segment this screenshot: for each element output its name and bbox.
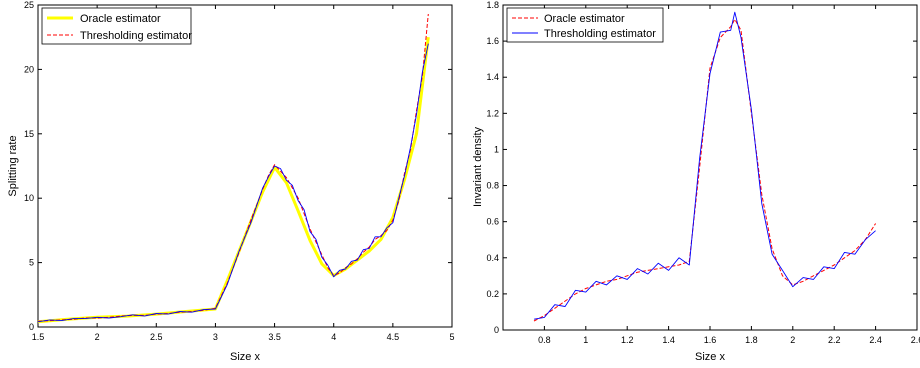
y-tick-label: 0 (29, 322, 34, 332)
y-tick-label: 15 (24, 129, 34, 139)
legend: Oracle estimator Thresholding estimator (506, 7, 664, 43)
plot-frame (502, 4, 918, 331)
legend-box (506, 7, 664, 43)
x-axis-ticks: 1.5 2 2.5 3 3.5 4 4.5 5 (32, 5, 455, 342)
x-tick-label: 2.4 (869, 335, 882, 345)
series-line-oracle-estimator (37, 37, 430, 324)
series-line-oracle-estimator (533, 18, 877, 322)
y-tick-label: 0.6 (486, 217, 499, 227)
y-axis-label: Invariant density (472, 126, 484, 207)
x-axis-label: Size x (230, 351, 260, 363)
x-tick-label: 1.8 (745, 335, 758, 345)
x-tick-label: 5 (449, 332, 454, 342)
invariant-density-chart: 0.8 1 1.2 1.4 1.6 1.8 2 2.2 2.4 2.6 0 0.2 0.4 0.6 0.8… (472, 0, 920, 363)
x-tick-label: 3.5 (268, 332, 281, 342)
splitting-rate-chart: 1.5 2 2.5 3 3.5 4 4.5 5 0 5 10 15 20 25 Size x Split… (7, 0, 455, 363)
x-tick-label: 2.2 (828, 335, 841, 345)
x-tick-label: 0.8 (538, 335, 551, 345)
series-group (37, 13, 430, 324)
series-line-thresholding-estimator (533, 11, 876, 320)
legend-label-thresholding: Thresholding estimator (80, 30, 192, 42)
y-tick-label: 20 (24, 64, 34, 74)
y-tick-label: 0.4 (486, 253, 499, 263)
y-tick-label: 0 (494, 325, 499, 335)
y-tick-label: 0.8 (486, 181, 499, 191)
x-tick-label: 2 (790, 335, 795, 345)
legend-label-oracle: Oracle estimator (80, 13, 161, 25)
y-tick-label: 1.2 (486, 108, 499, 118)
x-tick-label: 2 (95, 332, 100, 342)
y-axis-label: Splitting rate (7, 135, 19, 196)
y-tick-label: 1.4 (486, 72, 499, 82)
x-axis-ticks: 0.8 1 1.2 1.4 1.6 1.8 2 2.2 2.4 2.6 (538, 5, 920, 345)
x-tick-label: 3 (213, 332, 218, 342)
x-tick-label: 1.4 (662, 335, 675, 345)
legend: Oracle estimator Thresholding estimator (41, 7, 192, 45)
x-tick-label: 2.5 (150, 332, 163, 342)
legend-label-thresholding: Thresholding estimator (544, 28, 656, 40)
series-line-estimate (37, 43, 429, 323)
y-axis-ticks: 0 5 10 15 20 25 (24, 0, 452, 332)
y-tick-label: 1.6 (486, 36, 499, 46)
x-tick-label: 4.5 (387, 332, 400, 342)
x-axis-label: Size x (695, 351, 725, 363)
x-tick-label: 1 (583, 335, 588, 345)
y-tick-label: 10 (24, 193, 34, 203)
y-tick-label: 0.2 (486, 289, 499, 299)
y-tick-label: 1.8 (486, 0, 499, 10)
x-tick-label: 1.5 (32, 332, 45, 342)
y-tick-label: 5 (29, 258, 34, 268)
y-tick-label: 25 (24, 0, 34, 10)
y-tick-label: 1 (494, 144, 499, 154)
x-tick-label: 2.6 (911, 335, 920, 345)
series-group (533, 11, 877, 322)
legend-box (41, 7, 192, 45)
legend-label-oracle: Oracle estimator (544, 13, 625, 25)
plot-frame (37, 4, 453, 328)
x-tick-label: 4 (331, 332, 336, 342)
x-tick-label: 1.6 (704, 335, 717, 345)
x-tick-label: 1.2 (621, 335, 634, 345)
y-axis-ticks: 0 0.2 0.4 0.6 0.8 1 1.2 1.4 1.6 1.8 (486, 0, 917, 335)
